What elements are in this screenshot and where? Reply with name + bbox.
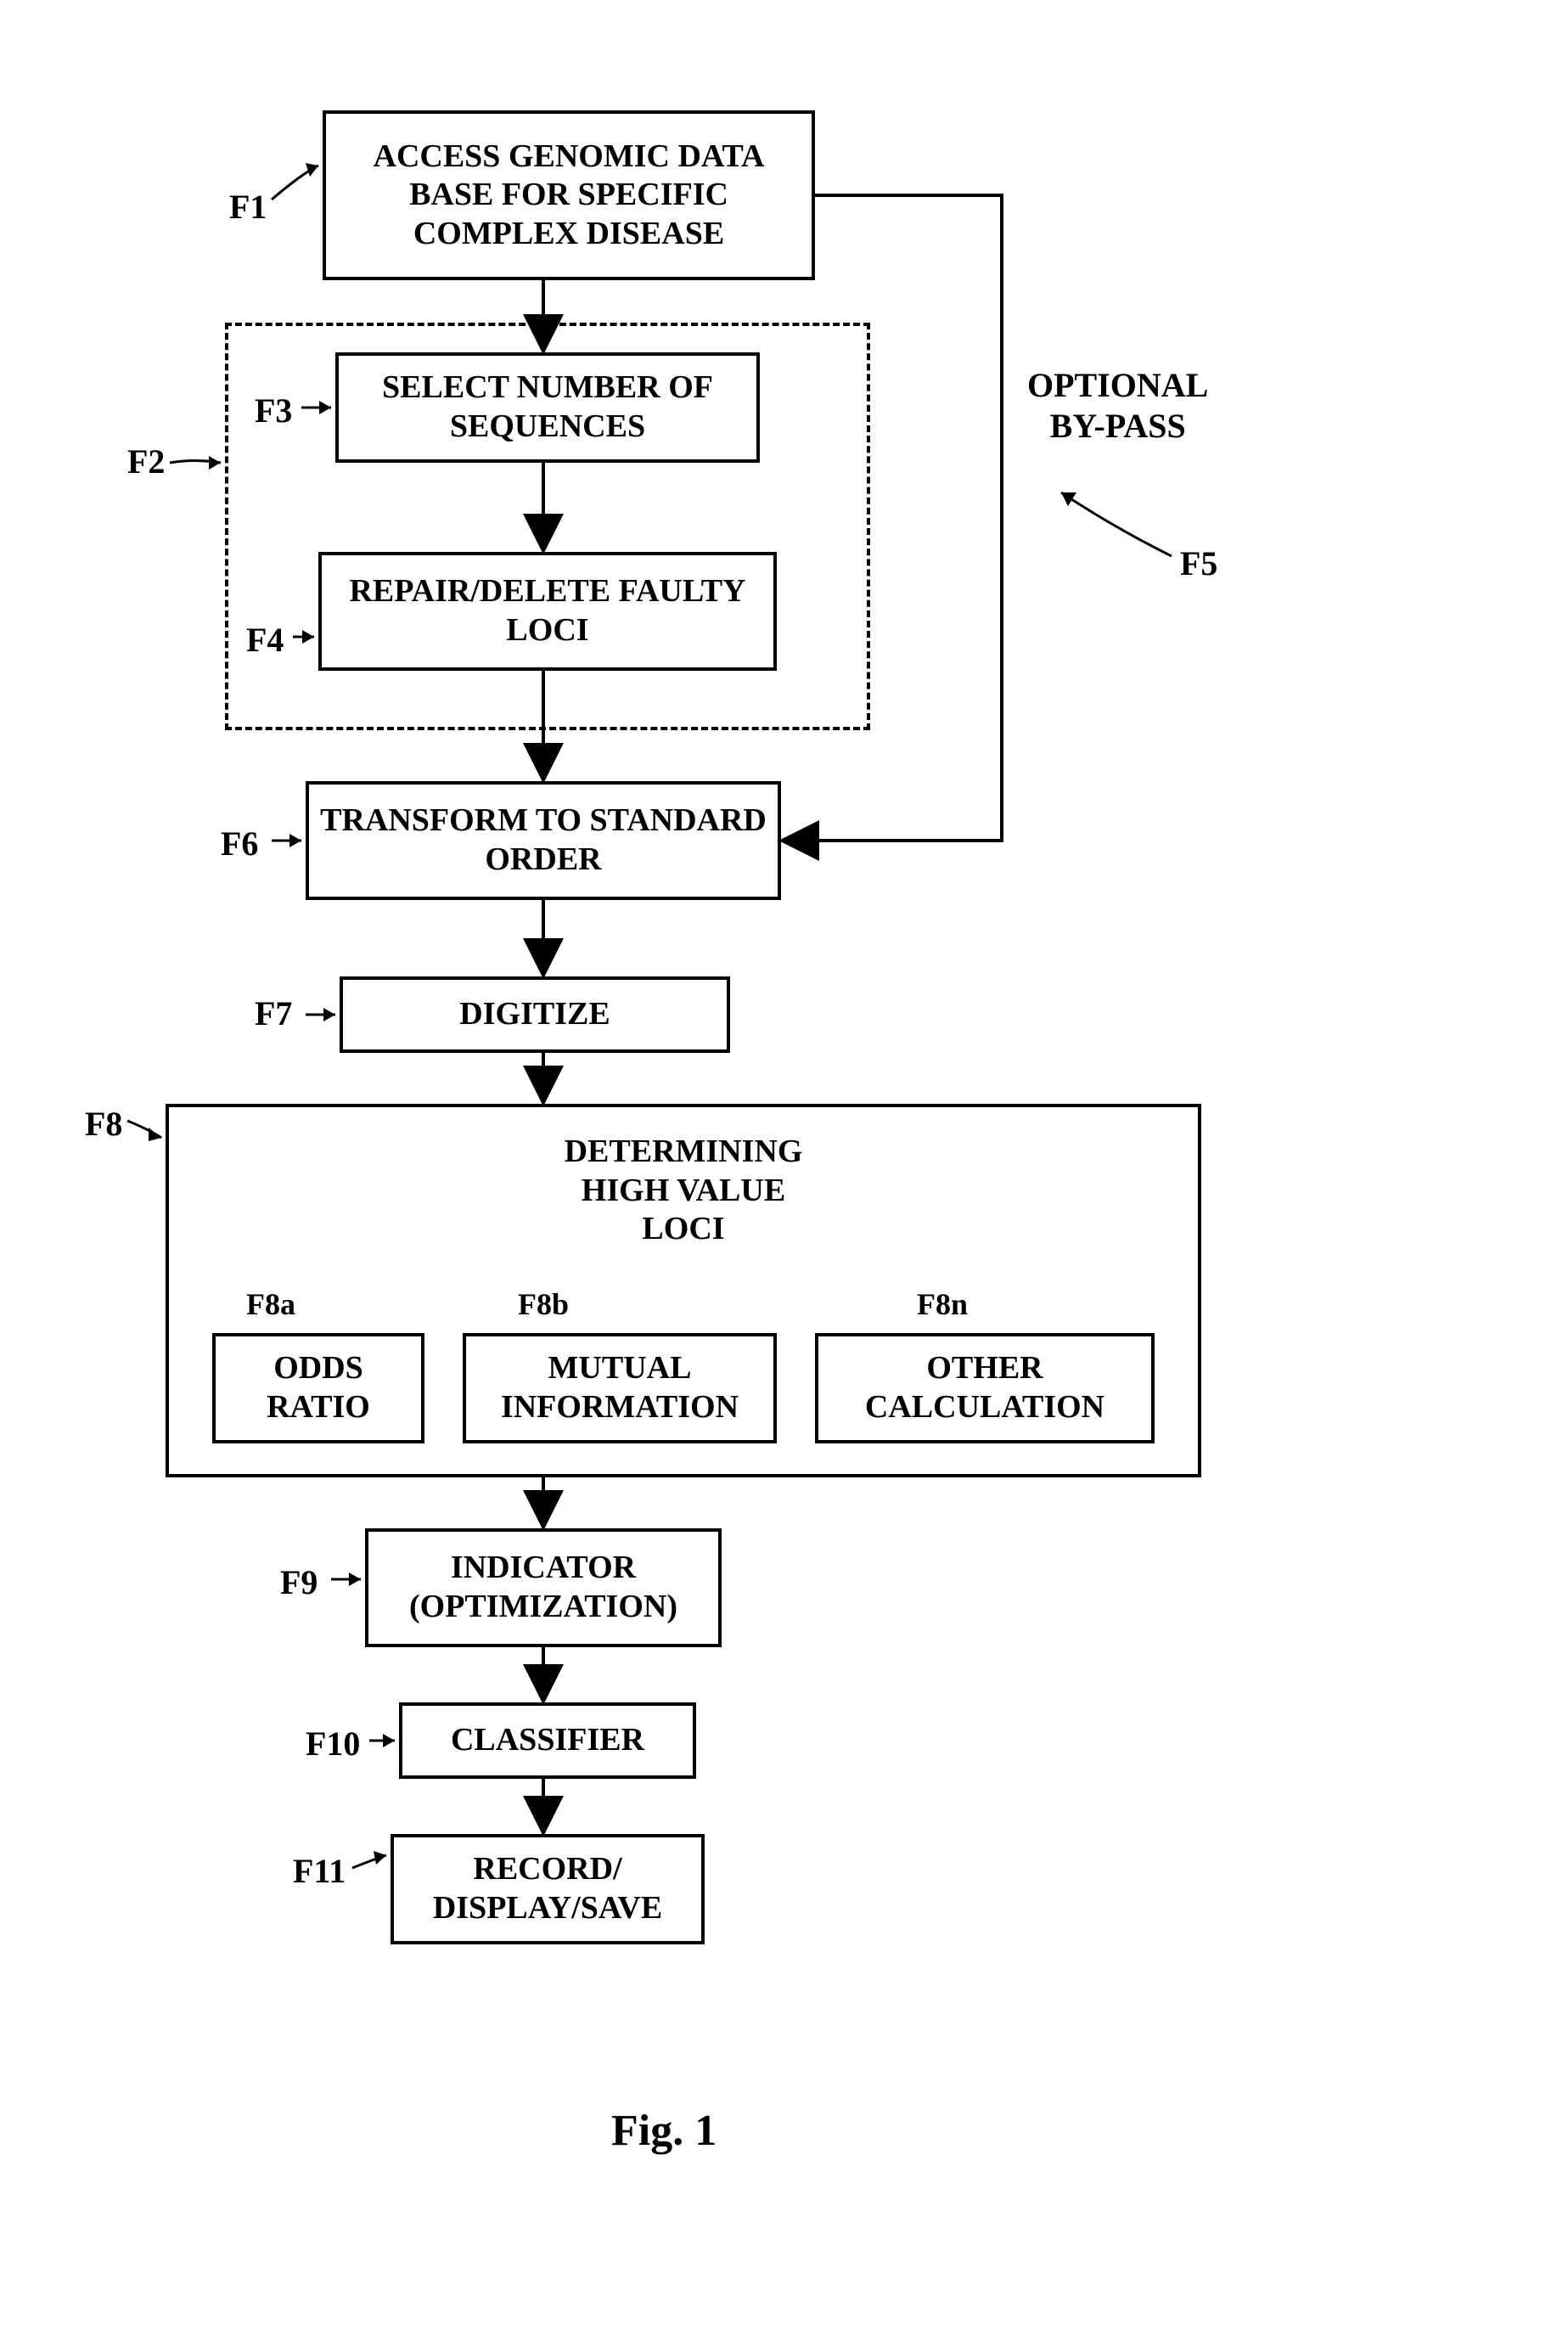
box-f4-text: REPAIR/DELETE FAULTY LOCI xyxy=(330,572,765,650)
box-f8a-text: ODDS RATIO xyxy=(224,1349,413,1426)
box-f6-text: TRANSFORM TO STANDARD ORDER xyxy=(318,802,769,879)
label-f3: F3 xyxy=(255,391,292,430)
box-f1-text: ACCESS GENOMIC DATA BASE FOR SPECIFIC CO… xyxy=(334,138,803,254)
label-f7: F7 xyxy=(255,993,292,1033)
box-f11-text: RECORD/ DISPLAY/SAVE xyxy=(402,1850,693,1927)
label-f11: F11 xyxy=(293,1851,346,1891)
figure-label: Fig. 1 xyxy=(611,2106,717,2156)
box-f10: CLASSIFIER xyxy=(399,1702,696,1779)
box-f8n: OTHER CALCULATION xyxy=(815,1333,1155,1443)
label-f8a: F8a xyxy=(246,1286,295,1322)
box-f8b-text: MUTUAL INFORMATION xyxy=(475,1349,765,1426)
box-f11: RECORD/ DISPLAY/SAVE xyxy=(391,1834,705,1944)
label-f8b: F8b xyxy=(518,1286,569,1322)
label-f2: F2 xyxy=(127,442,165,481)
box-f6: TRANSFORM TO STANDARD ORDER xyxy=(306,781,781,900)
box-f3: SELECT NUMBER OF SEQUENCES xyxy=(335,352,760,463)
box-f9-text: INDICATOR (OPTIMIZATION) xyxy=(377,1549,710,1626)
flowchart-page: ACCESS GENOMIC DATA BASE FOR SPECIFIC CO… xyxy=(0,0,1568,2346)
label-f6: F6 xyxy=(221,824,258,864)
box-f10-text: CLASSIFIER xyxy=(451,1721,644,1760)
bypass-text: OPTIONAL BY-PASS xyxy=(1027,365,1208,447)
label-f1: F1 xyxy=(229,187,267,227)
box-f3-text: SELECT NUMBER OF SEQUENCES xyxy=(347,368,748,446)
box-f8b: MUTUAL INFORMATION xyxy=(463,1333,777,1443)
label-f10: F10 xyxy=(306,1724,360,1764)
label-f9: F9 xyxy=(280,1562,318,1602)
label-f8n: F8n xyxy=(917,1286,968,1322)
box-f1: ACCESS GENOMIC DATA BASE FOR SPECIFIC CO… xyxy=(323,110,815,280)
label-f4: F4 xyxy=(246,620,284,660)
label-f5: F5 xyxy=(1180,543,1217,583)
label-f8: F8 xyxy=(85,1104,122,1144)
box-f8n-text: OTHER CALCULATION xyxy=(827,1349,1143,1426)
box-f9: INDICATOR (OPTIMIZATION) xyxy=(365,1528,722,1647)
box-f7-text: DIGITIZE xyxy=(459,995,610,1034)
box-f8-title: DETERMINING HIGH VALUE LOCI xyxy=(565,1133,803,1249)
box-f8a: ODDS RATIO xyxy=(212,1333,424,1443)
box-f4: REPAIR/DELETE FAULTY LOCI xyxy=(318,552,777,671)
box-f7: DIGITIZE xyxy=(340,976,730,1053)
